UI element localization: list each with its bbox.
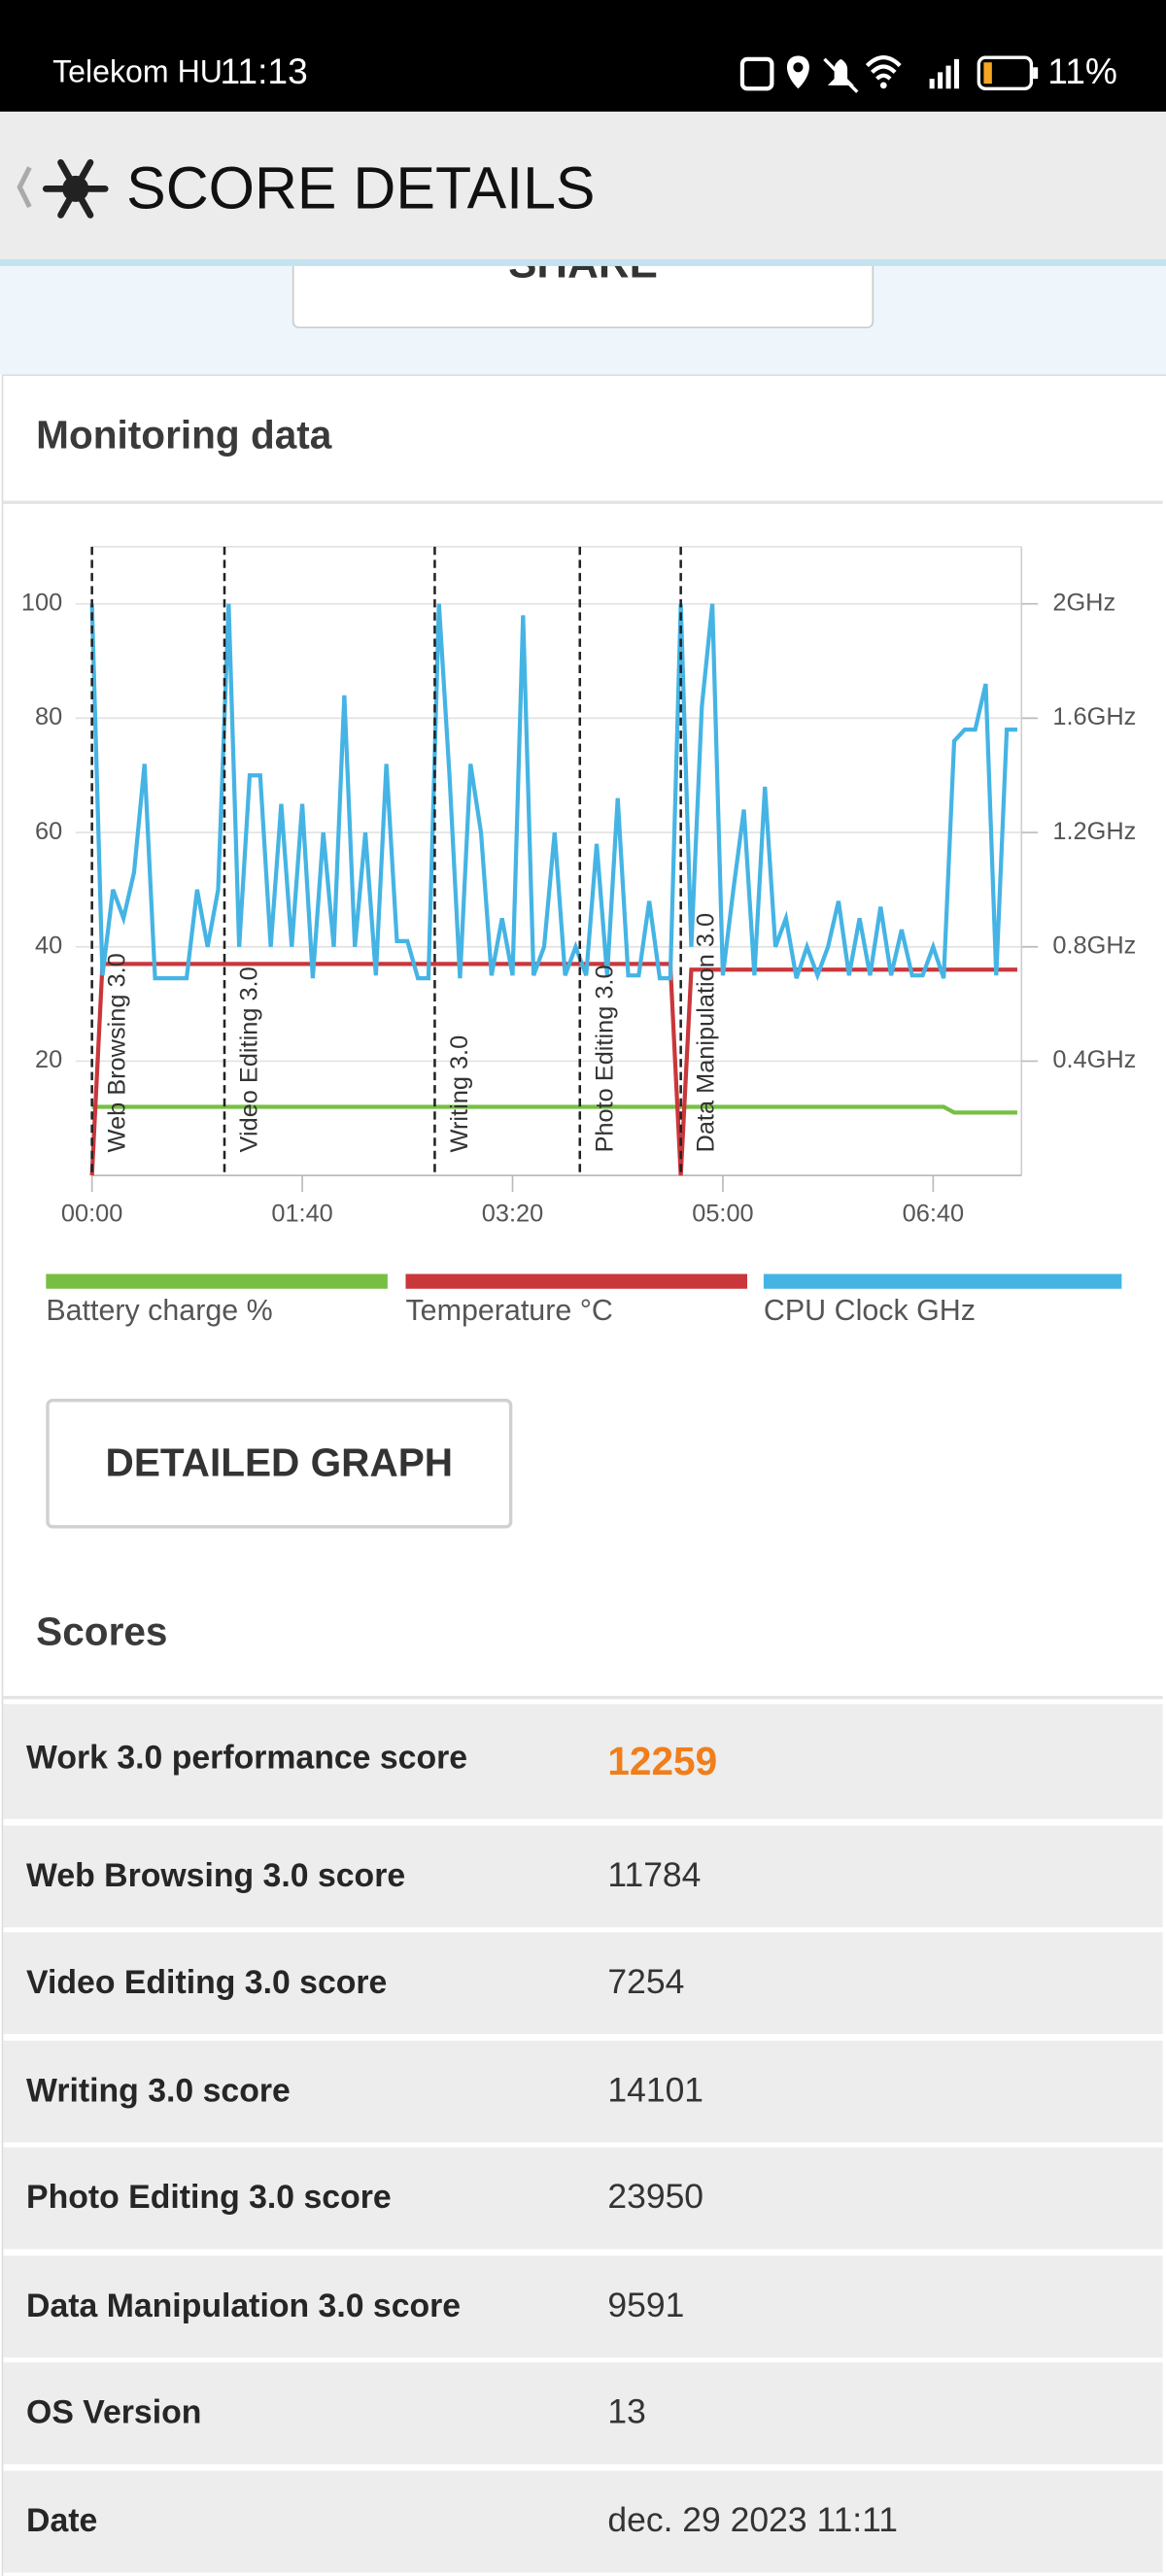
series-line [89, 603, 1017, 982]
score-row: Date dec. 29 2023 11:11 [3, 2469, 1163, 2572]
score-value: 13 [607, 2393, 646, 2432]
score-value: 14101 [607, 2071, 704, 2109]
score-row: Data Manipulation 3.0 score 9591 [3, 2254, 1163, 2357]
carrier: Telekom HU [52, 55, 223, 90]
legend-swatch [46, 1273, 388, 1289]
score-label: Video Editing 3.0 score [26, 1965, 388, 2002]
section-label: Web Browsing 3.0 [103, 953, 130, 1152]
score-row: Web Browsing 3.0 score 11784 [3, 1824, 1163, 1927]
status-bar: Telekom HU 11:13 11% [0, 0, 1166, 112]
series-line [91, 1104, 1017, 1115]
divider [3, 1695, 1163, 1700]
y2-tick-label: 1.6GHz [1052, 703, 1136, 730]
section-title: Monitoring data [36, 413, 332, 458]
section-label: Data Manipulation 3.0 [692, 913, 719, 1153]
page-title: SCORE DETAILS [126, 153, 596, 222]
legend-label: Temperature °C [405, 1293, 613, 1327]
score-label: Data Manipulation 3.0 score [26, 2288, 462, 2324]
y2-tick-label: 2GHz [1052, 589, 1115, 616]
battery-level: 11% [1047, 51, 1117, 92]
app-header: SCORE DETAILS [0, 111, 1166, 266]
score-value: dec. 29 2023 11:11 [607, 2500, 899, 2539]
score-label: Work 3.0 performance score [26, 1740, 468, 1777]
y-tick-label: 60 [35, 818, 62, 845]
section-label: Video Editing 3.0 [236, 966, 263, 1152]
score-value: 9591 [607, 2286, 685, 2324]
legend-swatch [405, 1273, 748, 1289]
y2-tick-label: 1.2GHz [1052, 818, 1136, 845]
y2-tick-label: 0.4GHz [1052, 1046, 1136, 1073]
score-row: Work 3.0 performance score 12259 [3, 1704, 1163, 1819]
score-row: Writing 3.0 score 14101 [3, 2040, 1163, 2142]
legend-label: CPU Clock GHz [763, 1293, 976, 1327]
x-tick-label: 01:40 [271, 1200, 332, 1227]
x-tick-label: 06:40 [903, 1200, 964, 1227]
score-row: OS Version 13 [3, 2362, 1163, 2464]
y2-tick-label: 0.8GHz [1052, 932, 1136, 959]
x-tick-label: 03:20 [482, 1200, 543, 1227]
score-value: 23950 [607, 2178, 704, 2217]
y-tick-label: 20 [35, 1046, 62, 1073]
score-row: Video Editing 3.0 score 7254 [3, 1932, 1163, 2035]
section-title: Scores [36, 1610, 168, 1655]
y-tick-label: 80 [35, 703, 62, 730]
x-tick-label: 05:00 [692, 1200, 753, 1227]
section-label: Photo Editing 3.0 [592, 965, 619, 1152]
score-label: Writing 3.0 score [26, 2072, 291, 2109]
score-row: Photo Editing 3.0 score 23950 [3, 2147, 1163, 2250]
divider [3, 500, 1163, 504]
score-label: OS Version [26, 2394, 202, 2432]
status-icons [739, 55, 1039, 93]
legend-label: Battery charge % [46, 1293, 273, 1327]
detailed-graph-button[interactable]: DETAILED GRAPH [46, 1399, 513, 1529]
back-snowflake-icon[interactable] [7, 148, 121, 230]
section-label: Writing 3.0 [446, 1035, 473, 1153]
score-value: 7254 [607, 1963, 685, 2002]
score-label: Photo Editing 3.0 score [26, 2180, 392, 2217]
score-label: Date [26, 2502, 98, 2539]
monitoring-chart: 20 40 60 80 100 0.4GHz 0.8GHz 1.2GHz 1.6GHz 2GHz 0… [21, 545, 1136, 1227]
score-value: 12259 [607, 1740, 718, 1785]
series-line [89, 962, 1017, 1176]
score-label: Web Browsing 3.0 score [26, 1857, 406, 1894]
score-value: 11784 [607, 1855, 702, 1894]
y-tick-label: 40 [35, 932, 62, 959]
x-tick-label: 00:00 [61, 1200, 122, 1227]
y-tick-label: 100 [21, 589, 62, 616]
clock: 11:13 [220, 51, 308, 92]
legend-swatch [763, 1273, 1122, 1289]
